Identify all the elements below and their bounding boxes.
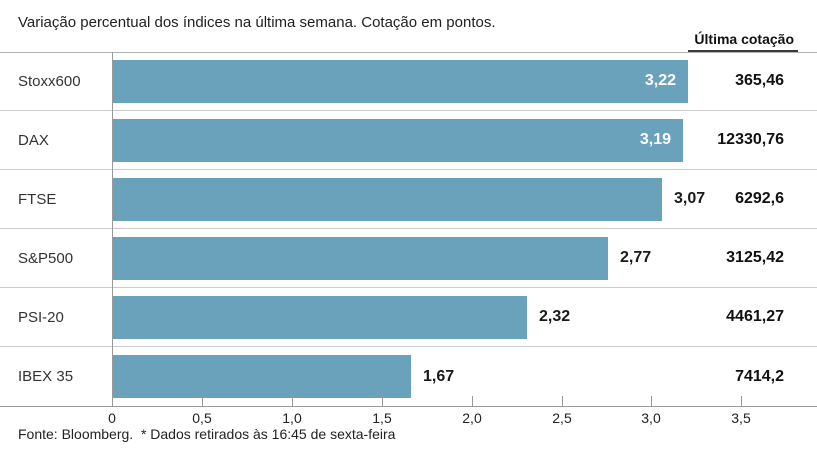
bar-zone: 3,22 [112,52,688,110]
row-label: IBEX 35 [18,368,74,385]
tick-mark [651,396,652,406]
row-label: DAX [18,131,49,149]
bar [112,295,527,339]
bar-value-label: 3,19 [639,131,671,148]
tick-mark [202,396,203,406]
tick-label: 3,0 [641,410,661,426]
tick-label: 3,5 [731,410,751,426]
last-quote-value: 365,46 [735,72,784,89]
tick-mark [562,396,563,406]
x-axis-line [0,406,817,407]
bar-value-label: 1,67 [423,367,455,385]
last-quote-header-underline [688,50,798,52]
zero-baseline [112,52,113,406]
chart-title: Variação percentual dos índices na últim… [18,14,496,31]
bar-rows-container: Stoxx600 3,22 365,46 DAX 3,19 12330,76 F… [0,52,817,406]
tick-label: 0 [108,410,116,426]
tick-mark [112,396,113,406]
tick-label: 0,5 [192,410,212,426]
last-quote-value: 7414,2 [735,367,784,385]
tick-mark [382,396,383,406]
tick-label: 1,5 [372,410,392,426]
header-separator-line [0,52,817,53]
bar-zone: 2,32 [112,288,688,346]
tick-label: 1,0 [282,410,302,426]
last-quote-column-header: Última cotação [694,31,794,47]
bar-row: DAX 3,19 12330,76 [0,111,817,170]
bar-value-label: 3,07 [674,190,706,207]
bar-row: Stoxx600 3,22 365,46 [0,52,817,111]
tick-mark [472,396,473,406]
tick-mark [292,396,293,406]
bar: 3,19 [112,118,683,162]
bar-row: FTSE 3,07 6292,6 [0,170,817,229]
bar [112,236,608,280]
bar-value-label: 2,77 [620,249,652,266]
bar-row: PSI-20 2,32 4461,27 [0,288,817,347]
bar-zone: 1,67 [112,347,688,406]
tick-label: 2,0 [462,410,482,426]
row-label: FTSE [18,190,57,208]
source-footnote: Fonte: Bloomberg. * Dados retirados às 1… [18,426,396,442]
row-label: PSI-20 [18,308,64,326]
bar-row: S&P500 2,77 3125,42 [0,229,817,288]
bar-zone: 3,19 [112,111,688,169]
bar-zone: 3,07 [112,170,705,228]
row-label: Stoxx600 [18,72,81,90]
bar-value-label: 3,22 [644,72,676,89]
bar-row: IBEX 35 1,67 7414,2 [0,347,817,406]
bar-zone: 2,77 [112,229,688,287]
tick-mark [741,396,742,406]
row-label: S&P500 [18,249,74,267]
bar [112,177,662,221]
tick-label: 2,5 [552,410,572,426]
last-quote-value: 3125,42 [726,249,784,266]
last-quote-value: 12330,76 [717,131,784,148]
bar [112,355,411,398]
bar-value-label: 2,32 [539,308,571,325]
last-quote-value: 4461,27 [726,308,784,325]
last-quote-value: 6292,6 [735,190,784,207]
bar: 3,22 [112,59,688,103]
